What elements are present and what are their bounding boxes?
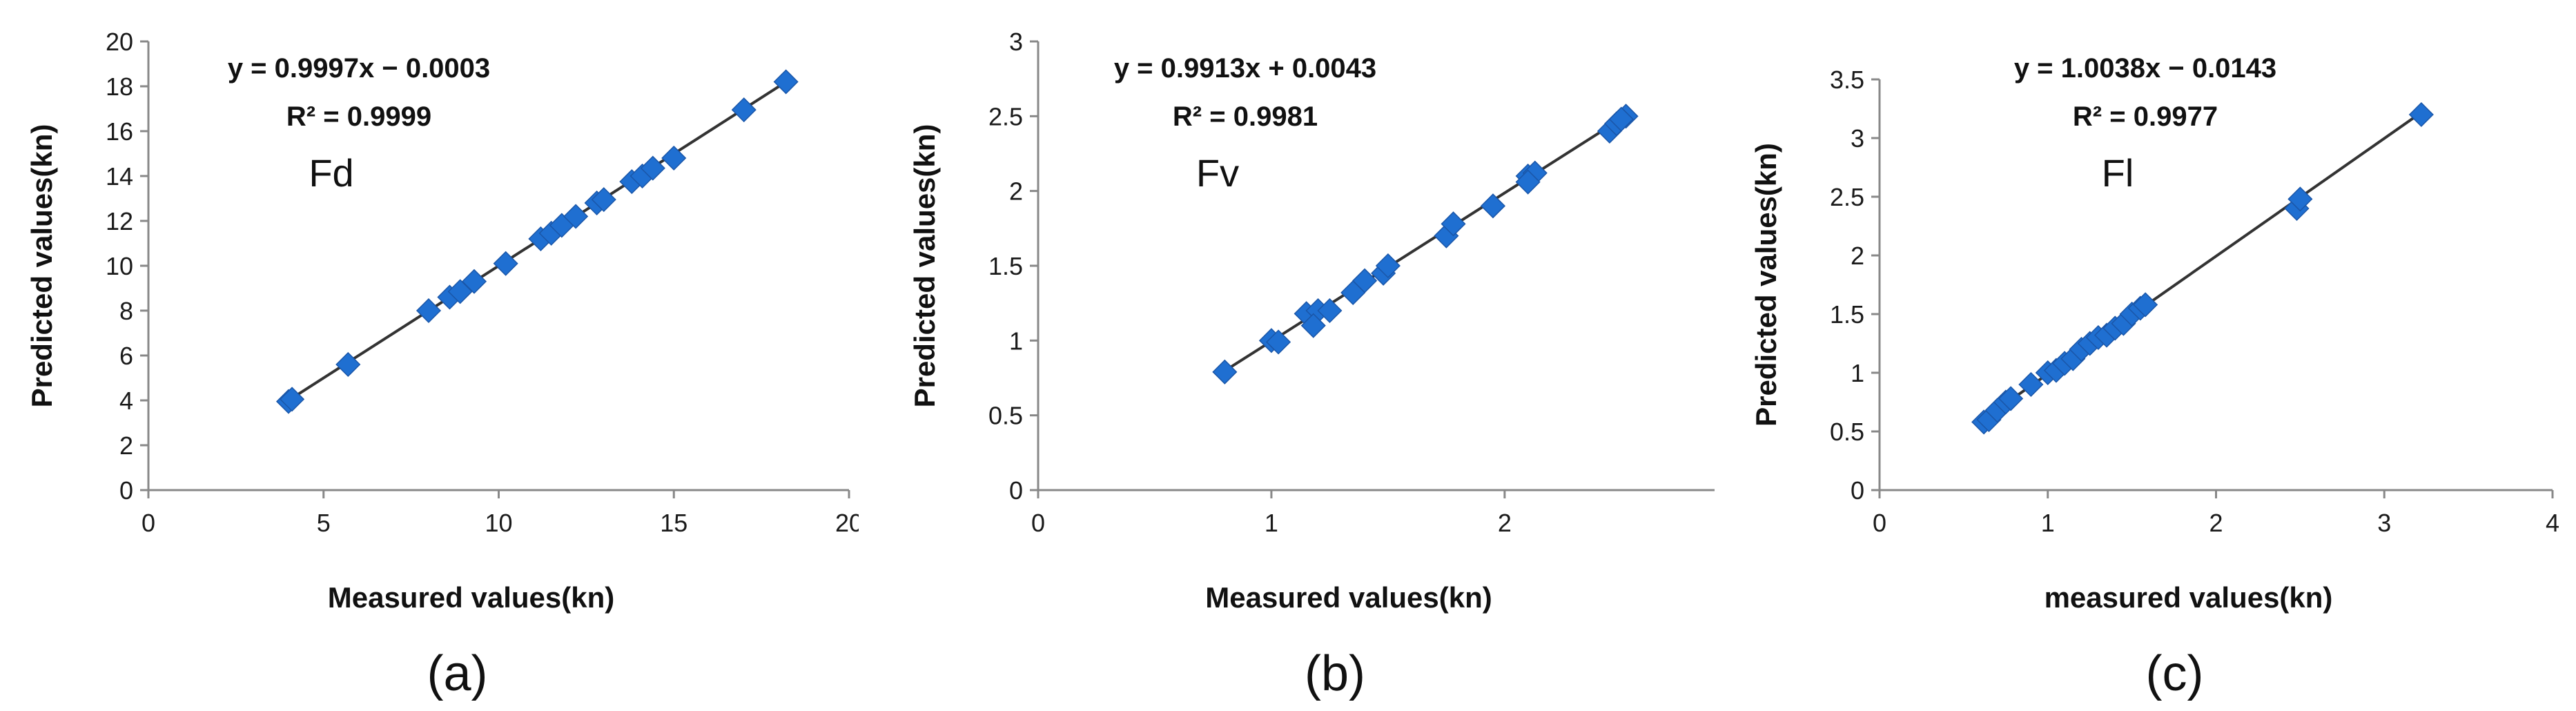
chart-0-data-point <box>280 387 305 412</box>
chart-0-data-point <box>773 69 799 95</box>
chart-0-y-tick-label: 20 <box>106 28 133 56</box>
chart-panel-c: 0 0.5 1 1.5 2 2.5 3 3.5 0 1 2 3 4 measured values(kn)… <box>1717 0 2576 711</box>
chart-1-series-label: Fv <box>1196 151 1239 195</box>
chart-2-panel-label: (c) <box>2146 646 2204 701</box>
chart-0-y-axis-label: Predicted values(kn) <box>26 124 58 408</box>
chart-2-data-point <box>2018 371 2044 398</box>
chart-2-x-tick-label: 2 <box>2209 509 2223 537</box>
chart-2-x-tick-label: 4 <box>2546 509 2559 537</box>
chart-b-svg: 0 0.5 1 1.5 2 2.5 3 0 1 2 Measured values(kn) Predi… <box>908 28 1715 701</box>
chart-1-data-point <box>1266 329 1291 355</box>
chart-1-r-squared: R² = 0.9981 <box>1173 101 1318 132</box>
chart-2-x-tick-label: 0 <box>1873 509 1886 537</box>
chart-2-y-tick-label: 3.5 <box>1830 66 1864 94</box>
chart-1-data-point <box>1608 106 1634 132</box>
chart-1-data-point <box>1300 313 1326 338</box>
chart-1-data-point <box>1515 169 1541 195</box>
chart-0-data-point <box>461 269 487 294</box>
chart-1-y-tick-label: 0 <box>1009 476 1023 505</box>
chart-2-x-tick-label: 1 <box>2041 509 2055 537</box>
chart-0-x-tick-label: 0 <box>142 509 155 537</box>
chart-0-data-point <box>335 351 361 378</box>
chart-1-y-axis-label: Predicted values(kn) <box>908 124 941 408</box>
chart-2-trendline-equation: y = 1.0038x − 0.0143 <box>2014 53 2276 84</box>
chart-2-y-tick-label: 0 <box>1851 476 1864 505</box>
chart-0-r-squared: R² = 0.9999 <box>286 101 431 132</box>
chart-0-y-tick-label: 14 <box>106 162 133 191</box>
chart-c-svg: 0 0.5 1 1.5 2 2.5 3 3.5 0 1 2 3 4 measured values(kn)… <box>1750 53 2559 701</box>
chart-1-data-point <box>1352 268 1378 293</box>
chart-1-y-tick-label: 0.5 <box>988 402 1023 430</box>
chart-0-y-tick-label: 4 <box>119 387 133 415</box>
chart-1-y-tick-label: 1.5 <box>988 252 1023 280</box>
chart-0-trendline-equation: y = 0.9997x − 0.0003 <box>228 53 490 84</box>
chart-0-series-label: Fd <box>309 151 353 195</box>
chart-2-y-tick-label: 2.5 <box>1830 183 1864 211</box>
chart-2-series-label: Fl <box>2102 151 2134 195</box>
chart-1-x-axis-label: Measured values(kn) <box>1205 581 1492 614</box>
chart-2-y-tick-label: 2 <box>1851 242 1864 270</box>
chart-0-y-tick-label: 6 <box>119 342 133 370</box>
chart-1-trendline <box>1224 115 1627 372</box>
chart-0-x-tick-label: 20 <box>835 509 859 537</box>
chart-1-data-point <box>1441 211 1466 237</box>
chart-1-data-point <box>1480 193 1506 219</box>
chart-a-svg: 0 2 4 6 8 10 12 14 16 18 20 0 5 10 15 20 Measured values… <box>26 28 859 701</box>
chart-1-data-point <box>1212 359 1238 384</box>
chart-1-trendline-equation: y = 0.9913x + 0.0043 <box>1114 53 1376 84</box>
chart-0-x-tick-label: 10 <box>485 509 512 537</box>
chart-2-data-point <box>2287 186 2313 212</box>
chart-2-r-squared: R² = 0.9977 <box>2073 101 2218 132</box>
chart-1-x-tick-label: 0 <box>1031 509 1045 537</box>
chart-1-y-tick-label: 2 <box>1009 177 1023 206</box>
chart-0-y-tick-label: 16 <box>106 117 133 146</box>
chart-0-panel-label: (a) <box>427 646 488 701</box>
chart-0-y-tick-label: 0 <box>119 476 133 505</box>
chart-2-y-tick-label: 1.5 <box>1830 300 1864 329</box>
chart-0-x-tick-label: 5 <box>317 509 331 537</box>
chart-0-y-tick-label: 10 <box>106 252 133 280</box>
chart-2-data-point <box>1998 386 2024 411</box>
chart-2-y-axis-label: Predicted values(kn) <box>1750 143 1782 427</box>
chart-0-data-point <box>563 204 589 229</box>
chart-2-x-tick-label: 3 <box>2377 509 2391 537</box>
chart-0-x-tick-label: 15 <box>660 509 687 537</box>
chart-0-data-point <box>661 145 687 171</box>
chart-1-panel-label: (b) <box>1305 646 1365 701</box>
chart-1-y-tick-label: 3 <box>1009 28 1023 56</box>
chart-2-data-point <box>2133 292 2158 318</box>
chart-1-data-point <box>1375 253 1401 279</box>
chart-0-data-point <box>493 251 518 276</box>
chart-0-y-tick-label: 12 <box>106 207 133 235</box>
chart-0-x-axis-label: Measured values(kn) <box>328 581 615 614</box>
chart-1-x-tick-label: 2 <box>1498 509 1512 537</box>
chart-0-y-tick-label: 2 <box>119 431 133 460</box>
chart-panel-b: 0 0.5 1 1.5 2 2.5 3 0 1 2 Measured values(kn) Predi… <box>859 0 1717 711</box>
chart-1-y-tick-label: 1 <box>1009 327 1023 355</box>
chart-0-data-point <box>591 187 616 213</box>
chart-2-y-tick-label: 0.5 <box>1830 418 1864 446</box>
chart-0-data-point <box>731 97 757 123</box>
chart-2-data-point <box>2408 101 2434 128</box>
chart-2-x-axis-label: measured values(kn) <box>2045 581 2333 614</box>
chart-2-y-tick-label: 1 <box>1851 359 1864 387</box>
chart-2-y-tick-label: 3 <box>1851 124 1864 153</box>
chart-1-x-tick-label: 1 <box>1265 509 1278 537</box>
chart-panel-a: 0 2 4 6 8 10 12 14 16 18 20 0 5 10 15 20 Measured values… <box>0 0 859 711</box>
chart-0-data-point <box>416 298 442 324</box>
chart-0-y-tick-label: 18 <box>106 72 133 101</box>
chart-1-y-tick-label: 2.5 <box>988 102 1023 130</box>
chart-1-data-point <box>1317 298 1343 324</box>
chart-0-data-point <box>640 155 665 181</box>
chart-0-y-tick-label: 8 <box>119 297 133 325</box>
